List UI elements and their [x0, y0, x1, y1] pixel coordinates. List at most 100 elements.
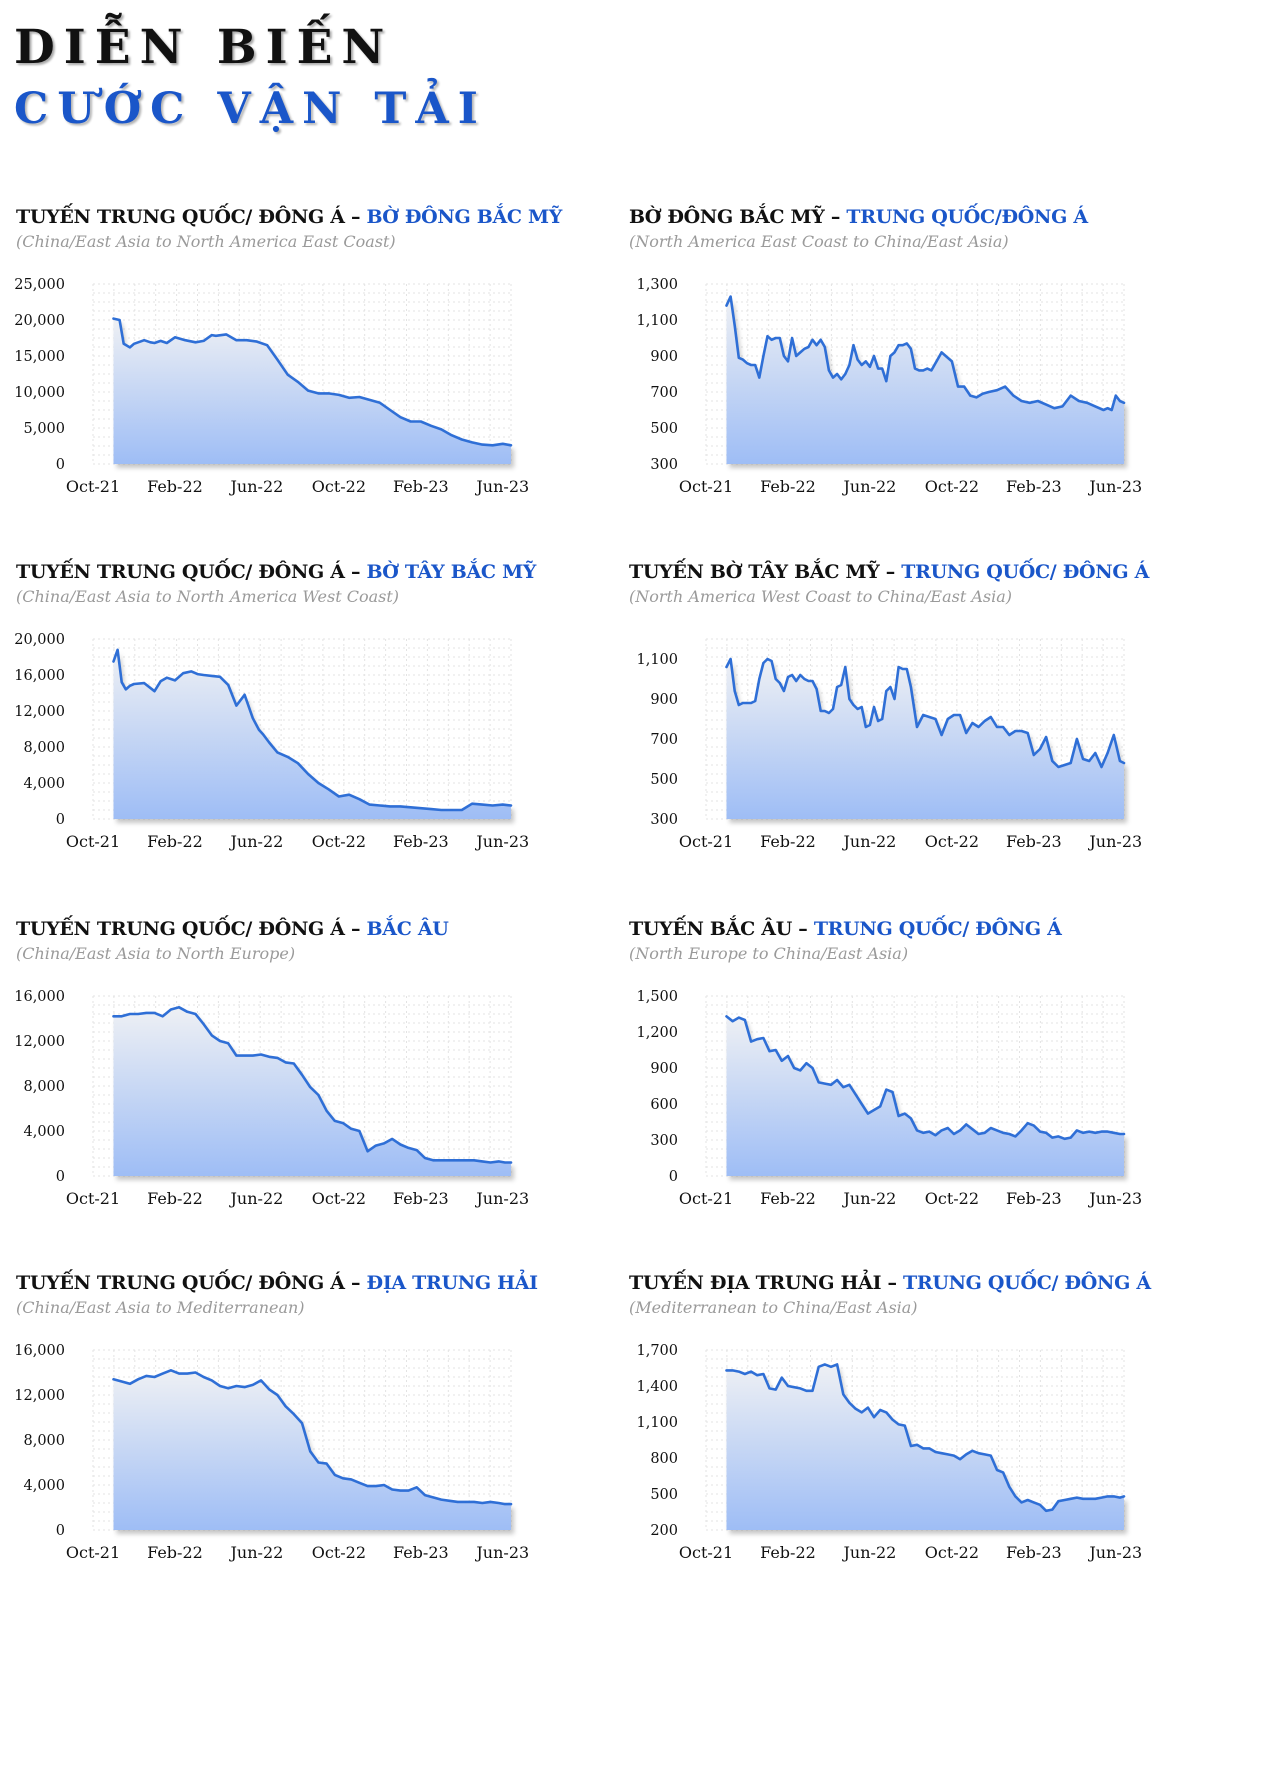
- data-point: [338, 394, 340, 396]
- data-point: [940, 351, 943, 354]
- chart-title-origin: TUYẾN TRUNG QUỐC/ ĐÔNG Á –: [16, 918, 367, 940]
- data-point: [379, 804, 381, 807]
- data-point: [903, 1424, 906, 1427]
- data-point: [901, 344, 904, 347]
- data-point: [774, 678, 777, 680]
- data-point: [1039, 748, 1041, 750]
- data-point: [1102, 409, 1105, 411]
- data-point: [284, 1405, 287, 1408]
- data-point: [756, 1374, 759, 1377]
- data-point: [286, 373, 289, 376]
- data-point: [856, 358, 859, 361]
- data-point: [1094, 1497, 1097, 1500]
- series-line: [112, 1369, 513, 1506]
- data-point: [219, 675, 221, 678]
- data-point: [1088, 1130, 1091, 1133]
- chart-title-destination: ĐỊA TRUNG HẢI: [366, 1272, 539, 1294]
- data-point: [1106, 752, 1109, 754]
- data-points: [112, 1369, 512, 1505]
- data-point: [731, 1369, 734, 1372]
- chart-subtitle: (China/East Asia to North America West C…: [16, 587, 400, 606]
- data-point: [860, 364, 863, 366]
- data-point: [823, 346, 826, 348]
- data-point: [292, 1062, 295, 1065]
- data-point: [260, 1379, 262, 1382]
- chart-title-origin: BỜ ĐÔNG BẮC MỸ –: [629, 206, 847, 228]
- data-points: [725, 1363, 1125, 1512]
- y-tick-label: 600: [650, 1097, 678, 1113]
- data-point: [918, 369, 920, 372]
- data-point: [415, 1149, 418, 1151]
- chart-title-origin: TUYẾN TRUNG QUỐC/ ĐÔNG Á –: [16, 1272, 367, 1294]
- data-point: [219, 1040, 221, 1042]
- x-tick-label: Oct-22: [312, 832, 366, 851]
- x-tick-label: Oct-21: [679, 1543, 733, 1562]
- data-point: [473, 1501, 475, 1503]
- y-tick-label: 8,000: [23, 740, 65, 756]
- data-point: [1026, 732, 1029, 734]
- data-point: [746, 702, 748, 704]
- x-tick-label: Feb-23: [1006, 1189, 1062, 1208]
- data-point: [1100, 1130, 1103, 1133]
- data-point: [276, 751, 279, 754]
- data-point: [817, 1365, 820, 1368]
- data-point: [1063, 1137, 1066, 1140]
- data-point: [869, 724, 871, 726]
- chart-subtitle: (North America West Coast to China/East …: [629, 587, 1013, 606]
- data-point: [903, 1112, 906, 1115]
- data-point: [891, 1091, 894, 1093]
- data-point: [977, 1452, 980, 1455]
- data-point: [430, 808, 432, 810]
- data-point: [366, 1150, 369, 1153]
- data-point: [1094, 405, 1097, 408]
- data-point: [124, 688, 127, 691]
- data-point: [112, 660, 115, 663]
- y-tick-label: 0: [56, 812, 65, 828]
- y-tick-label: 0: [56, 1523, 65, 1539]
- data-point: [465, 1501, 467, 1503]
- data-point: [407, 1489, 410, 1492]
- data-point: [762, 355, 765, 357]
- x-tick-label: Feb-23: [393, 1543, 449, 1562]
- data-point: [783, 355, 785, 357]
- data-point: [742, 358, 744, 361]
- data-point: [963, 385, 966, 388]
- chart-panel-na-west-coast-to-cn: TUYẾN BỜ TÂY BẮC MỸ – TRUNG QUỐC/ ĐÔNG Á…: [626, 561, 1226, 931]
- data-point: [153, 342, 156, 344]
- data-point: [910, 1117, 912, 1120]
- data-point: [848, 1401, 851, 1404]
- page-title-line2: CƯỚC VẬN TẢI: [14, 84, 487, 134]
- data-point: [864, 360, 867, 363]
- data-point: [1057, 1500, 1060, 1503]
- data-point: [1008, 734, 1011, 736]
- data-point: [317, 1094, 320, 1096]
- data-point: [823, 710, 826, 712]
- series-line: [725, 1363, 1126, 1513]
- data-point: [733, 690, 736, 692]
- y-tick-label: 1,500: [636, 989, 678, 1005]
- data-point: [756, 1038, 759, 1041]
- data-point: [178, 1372, 181, 1375]
- data-point: [1004, 385, 1007, 388]
- y-tick-label: 0: [56, 1169, 65, 1185]
- data-point: [1045, 403, 1047, 406]
- data-point: [881, 718, 884, 720]
- data-point: [1051, 760, 1054, 762]
- data-point: [186, 1372, 189, 1375]
- data-point: [940, 734, 943, 736]
- data-point: [957, 385, 959, 388]
- data-point: [891, 1418, 894, 1421]
- data-point: [926, 367, 929, 370]
- data-point: [448, 1499, 451, 1502]
- data-point: [210, 1379, 213, 1382]
- x-tick-label: Jun-22: [229, 1543, 284, 1562]
- data-point: [120, 1380, 123, 1383]
- data-point: [996, 1469, 998, 1471]
- data-point: [510, 804, 512, 807]
- data-point: [1082, 1497, 1084, 1500]
- data-point: [768, 1050, 771, 1053]
- data-point: [844, 666, 847, 668]
- data-point: [143, 682, 146, 684]
- data-point: [1028, 401, 1031, 404]
